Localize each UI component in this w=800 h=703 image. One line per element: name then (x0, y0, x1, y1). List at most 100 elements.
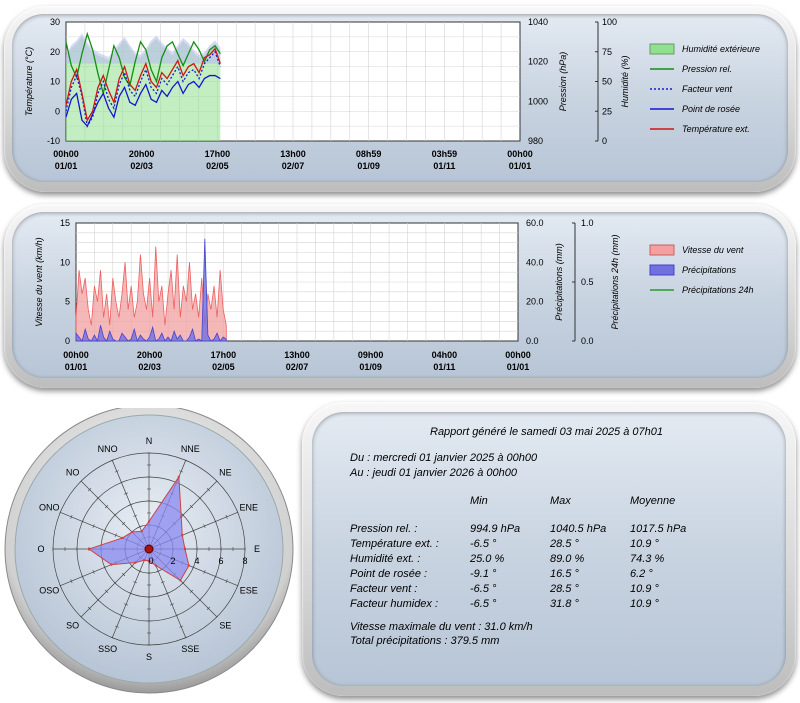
x-tick-date: 01/01 (65, 362, 88, 372)
rose-tick (96, 598, 100, 602)
wind-rain-chart: 15 10 5 0 60.0 40.0 20.0 0.0 1.0 0.5 0.0 Vitesse du… (34, 218, 754, 372)
x-tick-time: 08h59 (356, 149, 382, 159)
rose-data-point (110, 563, 113, 566)
report-cell-min: -6.5 ° (470, 598, 497, 610)
rose-tick (79, 615, 83, 619)
rose-center (144, 544, 154, 554)
rose-tick (119, 614, 124, 617)
rose-tick (225, 514, 228, 519)
y-tick-pressure: 1000 (528, 96, 548, 106)
rose-tick (130, 564, 134, 568)
rose-tick (87, 487, 92, 492)
rose-data-point (177, 475, 181, 479)
x-tick-time: 13h00 (280, 149, 306, 159)
rose-tick (206, 487, 211, 492)
x-tick-time: 09h00 (358, 350, 384, 360)
rose-tick (189, 504, 194, 509)
legend-point-de-rosee-label: Point de rosée (682, 104, 740, 114)
report-cell-label: Humidité ext. : (350, 553, 421, 565)
rose-tick (124, 603, 129, 606)
legend-precipitations: Précipitations (649, 264, 737, 276)
report-header-avg: Moyenne (630, 495, 676, 507)
rose-tick (236, 583, 239, 588)
x-tick-date: 02/07 (286, 362, 309, 372)
rose-tick (214, 519, 217, 524)
rose-tick (81, 574, 84, 579)
rose-direction-label: O (37, 544, 44, 554)
legend-vitesse-du-vent-label: Vitesse du vent (682, 245, 744, 255)
x-tick-time: 13h00 (284, 350, 310, 360)
rose-tick (181, 513, 185, 517)
rose-direction-label: E (254, 544, 260, 554)
report-period-from: Du : mercredi 01 janvier 2025 à 00h00 (350, 452, 538, 464)
x-tick-time: 04h00 (432, 350, 458, 360)
rose-radial-tick: 6 (218, 556, 223, 566)
y-tick-wind: 5 (65, 297, 70, 307)
rose-data-point (180, 515, 183, 518)
legend-precipitations-24h: Précipitations 24h (650, 285, 754, 295)
series-pression-rel-line (65, 31, 221, 94)
y-axis-label-rain24: Précipitations 24h (mm) (610, 234, 620, 329)
report-max-wind: Vitesse maximale du vent : 31.0 km/h (350, 621, 533, 633)
report-cell-max: 89.0 % (550, 553, 585, 565)
y-tick-rain: 60.0 (526, 218, 544, 228)
rose-tick (160, 581, 165, 584)
rose-tick (87, 606, 92, 611)
rose-data-point (187, 564, 191, 567)
series-humidity-band (66, 33, 221, 64)
rose-tick (59, 583, 62, 588)
y-axis-label-temperature: Température (°C) (24, 47, 34, 116)
rose-tick (113, 581, 117, 585)
y-tick-rain24: 0.5 (581, 277, 594, 287)
rose-data-point (147, 520, 151, 523)
rose-data-point (154, 564, 158, 567)
rose-data-point (181, 534, 184, 537)
legend-humidite-exterieure-swatch (649, 43, 675, 55)
x-tick-time: 00h00 (505, 350, 531, 360)
y-tick-temperature: 30 (50, 17, 60, 27)
x-tick-time: 20h00 (129, 149, 155, 159)
y-axis-label-rain: Précipitations (mm) (554, 243, 564, 321)
series-point-de-rosee-line (65, 74, 221, 128)
rose-tick (198, 598, 202, 602)
y-tick-pressure: 1020 (528, 57, 548, 67)
legend-temperature-ext-label: Température ext. (682, 124, 750, 134)
rose-tick (206, 606, 211, 611)
y-tick-temperature: -10 (47, 136, 60, 146)
report-cell-min: 994.9 hPa (470, 523, 521, 535)
rose-tick (114, 470, 119, 473)
rose-tick (215, 479, 219, 483)
legend-humidite-exterieure-label: Humidité extérieure (682, 44, 760, 54)
rose-data-point (147, 559, 151, 563)
y-tick-rain24: 1.0 (581, 218, 594, 228)
rose-tick (181, 581, 185, 585)
rose-tick (104, 589, 109, 594)
rose-radial-tick: 8 (242, 556, 247, 566)
report-cell-label: Facteur vent : (350, 583, 418, 595)
report-cell-max: 31.8 ° (550, 598, 579, 610)
rose-tick (156, 570, 161, 573)
y-tick-pressure: 980 (528, 136, 543, 146)
rose-data-point (130, 530, 134, 534)
rose-tick (133, 514, 138, 517)
report-cell-avg: 10.9 ° (630, 583, 659, 595)
legend-point-de-rosee: Point de rosée (650, 104, 740, 114)
x-tick-time: 17h00 (211, 350, 237, 360)
x-tick-time: 03h59 (432, 149, 458, 159)
rose-direction-label: S (146, 652, 152, 662)
rose-tick (92, 524, 95, 529)
y-tick-temperature: 0 (55, 106, 60, 116)
y-tick-wind: 0 (65, 336, 70, 346)
rose-tick (198, 496, 202, 500)
legend-vitesse-du-vent: Vitesse du vent (649, 244, 744, 256)
rose-direction-label: NO (66, 468, 80, 478)
rose-tick (70, 579, 73, 584)
y-tick-humidity: 25 (602, 106, 612, 116)
y-tick-temperature: 10 (50, 77, 60, 87)
x-tick-time: 00h00 (53, 149, 79, 159)
rose-tick (121, 521, 126, 526)
rose-direction-label: N (146, 436, 153, 446)
x-tick-date: 01/11 (433, 362, 455, 372)
rose-tick (79, 479, 83, 483)
rose-tick (179, 470, 184, 473)
